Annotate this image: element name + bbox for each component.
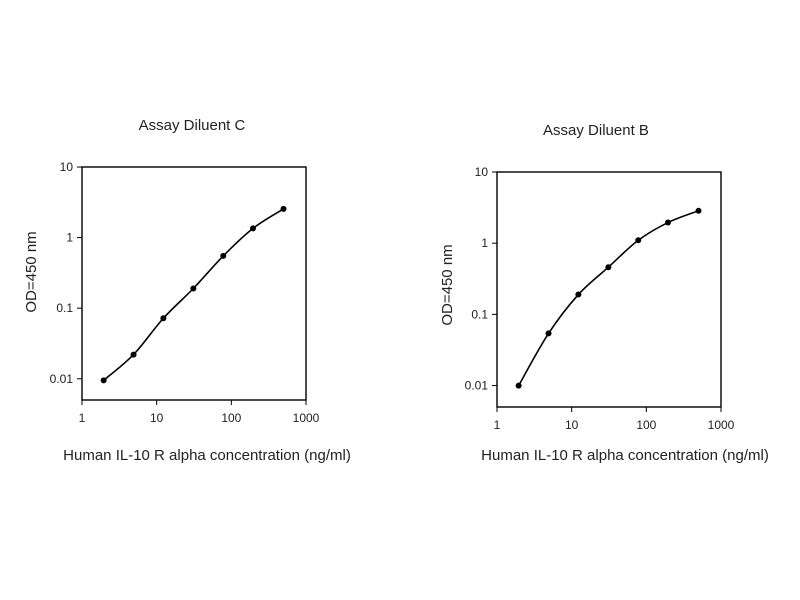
data-point: [605, 264, 612, 271]
y-axis-label: OD=450 nm: [439, 244, 456, 325]
y-tick-label: 0.1: [471, 307, 488, 321]
data-point: [160, 315, 167, 322]
y-tick-label: 10: [475, 165, 489, 179]
y-tick-label: 1: [481, 236, 488, 250]
x-tick-label: 1: [494, 418, 501, 432]
x-tick-label: 10: [150, 411, 164, 425]
x-axis-label: Human IL-10 R alpha concentration (ng/ml…: [63, 447, 351, 464]
data-point: [280, 205, 287, 212]
data-point: [575, 291, 582, 298]
data-point: [545, 330, 552, 337]
x-tick-label: 100: [636, 418, 656, 432]
y-tick-label: 10: [60, 160, 74, 174]
x-tick-label: 100: [221, 411, 241, 425]
tick-group: 1 10 100 1000 0.01 0.1 1 10: [465, 165, 735, 432]
data-point: [635, 237, 642, 244]
chart-title: Assay Diluent B: [543, 122, 649, 139]
plot-frame: [496, 171, 722, 408]
y-axis-label: OD=450 nm: [23, 231, 40, 312]
chart-assay-diluent-c: Assay Diluent C OD=450 nm Human IL-10 R …: [23, 117, 351, 464]
y-tick-label: 1: [66, 231, 73, 245]
data-point: [695, 207, 702, 214]
x-tick-label: 1: [79, 411, 86, 425]
data-point: [249, 225, 256, 232]
data-point: [100, 377, 107, 384]
tick-group: 1 10 100 1000 0.01 0.1 1 10: [50, 160, 320, 425]
x-tick-label: 1000: [708, 418, 735, 432]
x-axis-label: Human IL-10 R alpha concentration (ng/ml…: [481, 447, 769, 464]
x-tick-label: 1000: [293, 411, 320, 425]
y-tick-label: 0.01: [465, 379, 489, 393]
y-tick-label: 0.01: [50, 372, 74, 386]
data-point: [130, 351, 137, 358]
data-point: [220, 252, 227, 259]
data-point: [664, 219, 671, 226]
data-points: [515, 207, 702, 389]
plot-frame: [81, 166, 307, 401]
x-tick-label: 10: [565, 418, 579, 432]
chart-assay-diluent-b: Assay Diluent B OD=450 nm Human IL-10 R …: [439, 122, 769, 464]
series-line: [517, 210, 699, 386]
data-point: [190, 285, 197, 292]
chart-title: Assay Diluent C: [139, 117, 246, 134]
data-point: [515, 382, 522, 389]
y-tick-label: 0.1: [56, 301, 73, 315]
data-points: [100, 205, 287, 384]
